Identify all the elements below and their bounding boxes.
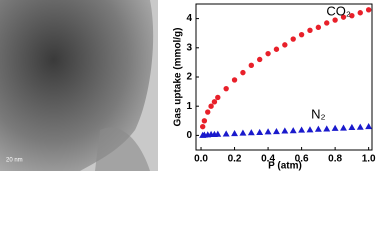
point xyxy=(231,77,238,83)
point xyxy=(340,124,347,131)
y-tick-label: 3 xyxy=(186,42,192,53)
point xyxy=(298,31,305,38)
point xyxy=(306,126,314,133)
point xyxy=(205,109,211,115)
point xyxy=(248,62,255,69)
x-tick-label: 0.8 xyxy=(328,154,342,165)
micrograph: 20 nm xyxy=(0,0,158,171)
point xyxy=(348,123,356,131)
point xyxy=(365,7,372,13)
point xyxy=(239,129,247,136)
point xyxy=(215,94,221,101)
point xyxy=(357,10,363,16)
point xyxy=(265,50,271,57)
point xyxy=(240,69,246,76)
point xyxy=(273,127,280,135)
plot-frame xyxy=(195,3,373,151)
point xyxy=(273,46,280,52)
point xyxy=(211,99,218,105)
x-axis-label: P (atm) xyxy=(268,161,302,171)
point xyxy=(331,124,339,131)
figure: 20 nm P (atm) Gas uptake (mmol/g) 0.0 0.2… xyxy=(0,0,376,171)
y-tick-label: 1 xyxy=(186,101,192,112)
y-tick-label: 2 xyxy=(186,72,192,83)
point xyxy=(290,36,296,42)
series-label: CO₂ xyxy=(326,3,351,18)
point xyxy=(349,12,355,19)
point xyxy=(247,129,255,136)
point xyxy=(332,17,338,23)
point xyxy=(282,42,288,48)
point xyxy=(214,130,222,137)
point xyxy=(222,130,230,137)
point xyxy=(256,128,264,135)
point xyxy=(223,85,229,92)
point xyxy=(264,128,272,135)
point xyxy=(231,130,239,137)
point xyxy=(314,125,322,132)
point xyxy=(201,118,208,124)
point xyxy=(281,127,289,134)
point xyxy=(298,126,306,133)
y-axis-label: Gas uptake (mmol/g) xyxy=(173,28,184,127)
point xyxy=(315,24,322,31)
point xyxy=(340,14,347,20)
x-tick-label: 0.2 xyxy=(228,154,242,165)
point xyxy=(256,56,263,63)
point xyxy=(307,27,313,33)
point xyxy=(208,103,214,109)
point xyxy=(323,125,331,132)
x-tick-label: 0.6 xyxy=(295,154,309,165)
y-tick-label: 0 xyxy=(186,130,192,141)
point xyxy=(324,20,330,26)
point xyxy=(365,123,373,130)
point xyxy=(200,123,206,130)
y-tick-label: 4 xyxy=(186,13,192,24)
x-tick-label: 0.0 xyxy=(194,154,208,165)
x-tick-label: 1.0 xyxy=(362,154,376,165)
point xyxy=(356,123,364,130)
scale-bar-label: 20 nm xyxy=(6,158,23,164)
x-tick-label: 0.4 xyxy=(261,154,275,165)
point xyxy=(289,127,297,134)
series-label: N₂ xyxy=(311,107,325,122)
